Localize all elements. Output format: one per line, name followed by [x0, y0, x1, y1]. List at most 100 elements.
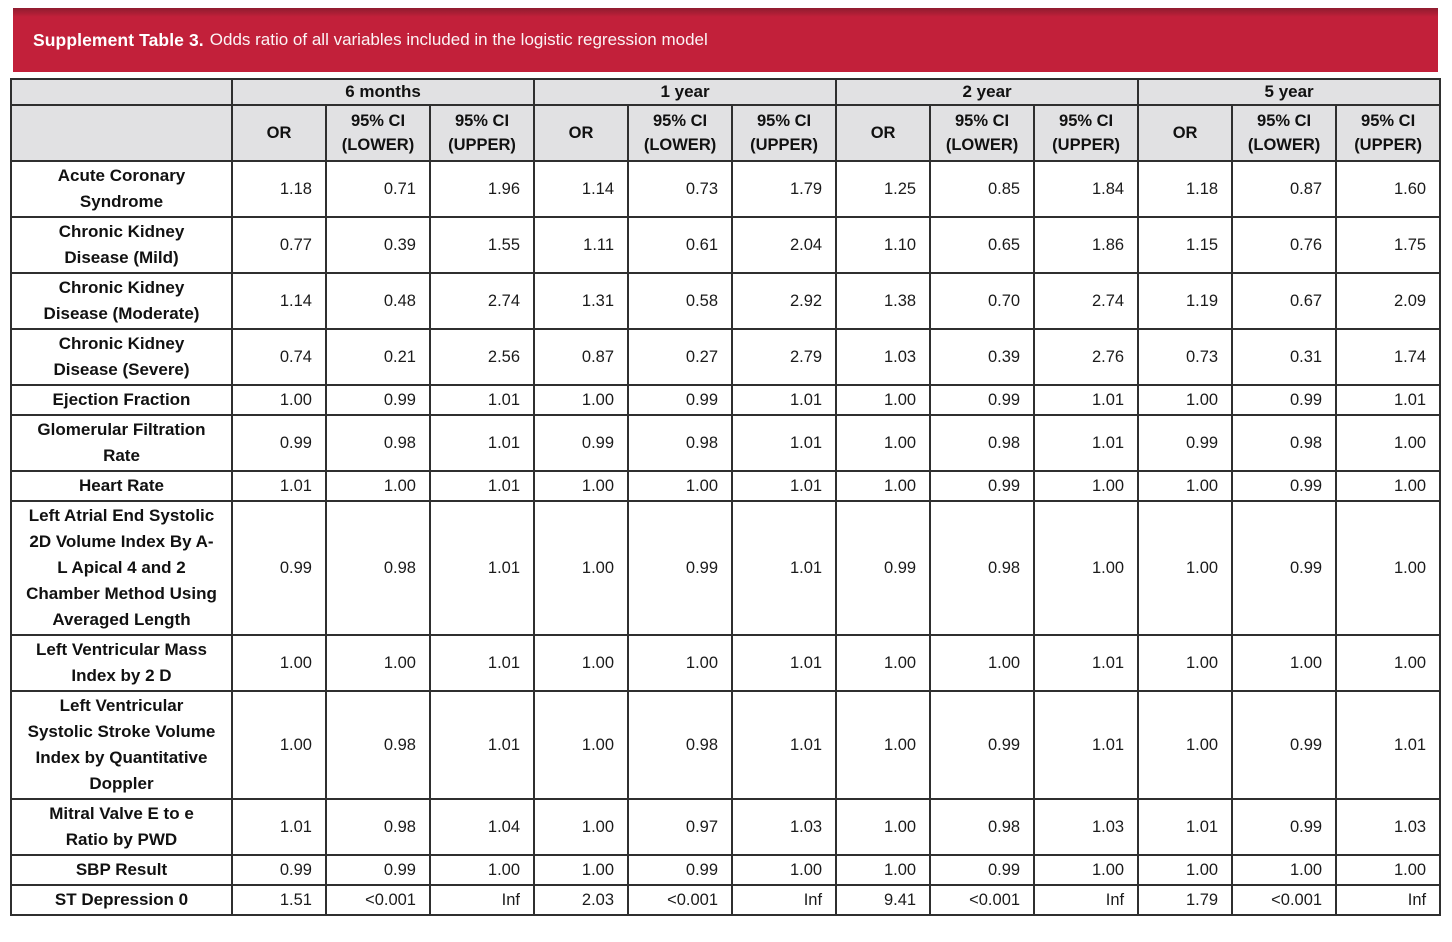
- table-head: 6 months 1 year 2 year 5 year OR 95% CI (LOWE…: [10, 78, 1442, 162]
- or-cell: 0.99: [835, 500, 932, 636]
- odds-ratio-table: 6 months 1 year 2 year 5 year OR 95% CI (LOWE…: [10, 78, 1442, 916]
- ci-upper-cell: 1.01: [428, 634, 536, 692]
- or-cell: 1.00: [533, 470, 630, 502]
- ci-upper-cell: 1.00: [1335, 470, 1442, 502]
- ci-upper-cell: 1.01: [1033, 384, 1140, 416]
- ci-lower-cell: 0.87: [1231, 160, 1338, 218]
- ci-upper-cell: 1.86: [1033, 216, 1140, 274]
- variable-label: Ejection Fraction: [10, 384, 233, 416]
- or-cell: 1.38: [835, 272, 932, 330]
- table-row: Mitral Valve E to e Ratio by PWD 1.01 0.98…: [10, 798, 1442, 856]
- ci-lower-cell: 0.99: [1231, 470, 1338, 502]
- ci-lower-cell: 0.70: [929, 272, 1036, 330]
- ci-lower-cell: 0.98: [325, 690, 431, 800]
- ci-upper-header: 95% CI (UPPER): [731, 104, 838, 162]
- ci-upper-cell: 1.96: [428, 160, 536, 218]
- variable-label: Chronic Kidney Disease (Mild): [10, 216, 233, 274]
- ci-lower-cell: 0.99: [1231, 384, 1338, 416]
- ci-lower-cell: <0.001: [325, 884, 431, 916]
- ci-lower-cell: 0.67: [1231, 272, 1338, 330]
- or-cell: 1.00: [835, 470, 932, 502]
- variable-label: Chronic Kidney Disease (Severe): [10, 328, 233, 386]
- or-cell: 1.00: [231, 384, 327, 416]
- ci-lower-cell: 0.85: [929, 160, 1036, 218]
- period-header: 2 year: [835, 78, 1140, 106]
- table-row: Heart Rate 1.01 1.00 1.01 1.00 1.00 1.01 1.00 0.…: [10, 470, 1442, 502]
- ci-lower-cell: 0.98: [929, 500, 1036, 636]
- ci-upper-cell: 2.76: [1033, 328, 1140, 386]
- ci-lower-cell: 1.00: [627, 470, 734, 502]
- or-cell: 0.74: [231, 328, 327, 386]
- ci-upper-header: 95% CI (UPPER): [1033, 104, 1140, 162]
- ci-upper-cell: 1.01: [731, 414, 838, 472]
- or-cell: 1.51: [231, 884, 327, 916]
- or-cell: 1.00: [1137, 384, 1234, 416]
- ci-lower-header: 95% CI (LOWER): [627, 104, 734, 162]
- table-row: Chronic Kidney Disease (Severe) 0.74 0.21 2…: [10, 328, 1442, 386]
- ci-lower-cell: 0.99: [627, 500, 734, 636]
- or-cell: 1.31: [533, 272, 630, 330]
- or-cell: 1.00: [1137, 690, 1234, 800]
- ci-upper-cell: Inf: [428, 884, 536, 916]
- corner-cell: [10, 104, 233, 162]
- ci-upper-cell: Inf: [731, 884, 838, 916]
- ci-lower-header: 95% CI (LOWER): [929, 104, 1036, 162]
- ci-lower-cell: 0.98: [627, 690, 734, 800]
- ci-lower-cell: 0.39: [929, 328, 1036, 386]
- or-header: OR: [533, 104, 630, 162]
- or-cell: 1.01: [231, 798, 327, 856]
- or-cell: 0.99: [1137, 414, 1234, 472]
- ci-upper-cell: 1.60: [1335, 160, 1442, 218]
- or-cell: 1.00: [835, 414, 932, 472]
- ci-upper-cell: 1.01: [1335, 690, 1442, 800]
- ci-lower-cell: 0.21: [325, 328, 431, 386]
- ci-upper-cell: 1.01: [731, 500, 838, 636]
- ci-upper-cell: 1.00: [1335, 414, 1442, 472]
- ci-lower-cell: 0.48: [325, 272, 431, 330]
- variable-label: Left Ventricular Systolic Stroke Volume …: [10, 690, 233, 800]
- or-cell: 1.00: [835, 690, 932, 800]
- or-cell: 1.79: [1137, 884, 1234, 916]
- ci-upper-header: 95% CI (UPPER): [1335, 104, 1442, 162]
- ci-lower-cell: 0.98: [325, 500, 431, 636]
- ci-upper-cell: 1.00: [428, 854, 536, 886]
- table-row: Left Ventricular Mass Index by 2 D 1.00 1.…: [10, 634, 1442, 692]
- supplement-table-page: Supplement Table 3. Odds ratio of all va…: [10, 8, 1442, 916]
- table-title-text: Odds ratio of all variables included in …: [209, 30, 708, 49]
- period-header: 6 months: [230, 78, 536, 106]
- ci-upper-cell: 1.01: [428, 690, 536, 800]
- ci-upper-cell: 1.01: [428, 384, 536, 416]
- or-cell: 1.00: [1137, 500, 1234, 636]
- ci-lower-header: 95% CI (LOWER): [1231, 104, 1338, 162]
- ci-upper-cell: 1.03: [1033, 798, 1140, 856]
- or-cell: 1.11: [533, 216, 630, 274]
- or-cell: 1.00: [1137, 634, 1234, 692]
- ci-upper-cell: 1.01: [1033, 690, 1140, 800]
- or-cell: 1.00: [1137, 470, 1234, 502]
- or-cell: 1.18: [1137, 160, 1234, 218]
- ci-lower-cell: 0.65: [929, 216, 1036, 274]
- variable-label: Acute Coronary Syndrome: [10, 160, 233, 218]
- period-header: 1 year: [533, 78, 838, 106]
- table-row: Acute Coronary Syndrome 1.18 0.71 1.96 1.14 0…: [10, 160, 1442, 218]
- ci-lower-cell: 0.98: [929, 798, 1036, 856]
- or-cell: 1.00: [231, 690, 327, 800]
- ci-upper-cell: 2.74: [428, 272, 536, 330]
- ci-lower-cell: 0.76: [1231, 216, 1338, 274]
- or-cell: 2.03: [533, 884, 630, 916]
- ci-upper-cell: 1.00: [1033, 854, 1140, 886]
- or-header: OR: [835, 104, 932, 162]
- or-cell: 0.77: [231, 216, 327, 274]
- ci-upper-cell: 2.09: [1335, 272, 1442, 330]
- table-body: Acute Coronary Syndrome 1.18 0.71 1.96 1.14 0…: [10, 160, 1442, 916]
- ci-upper-cell: 1.00: [1033, 470, 1140, 502]
- variable-label: Left Atrial End Systolic 2D Volume Index…: [10, 500, 233, 636]
- or-cell: 0.87: [533, 328, 630, 386]
- ci-upper-cell: 1.75: [1335, 216, 1442, 274]
- ci-lower-cell: 0.98: [1231, 414, 1338, 472]
- variable-label: Glomerular Filtration Rate: [10, 414, 233, 472]
- ci-upper-cell: 1.00: [1335, 854, 1442, 886]
- ci-lower-cell: 0.61: [627, 216, 734, 274]
- ci-lower-cell: 0.99: [929, 854, 1036, 886]
- ci-upper-cell: 1.04: [428, 798, 536, 856]
